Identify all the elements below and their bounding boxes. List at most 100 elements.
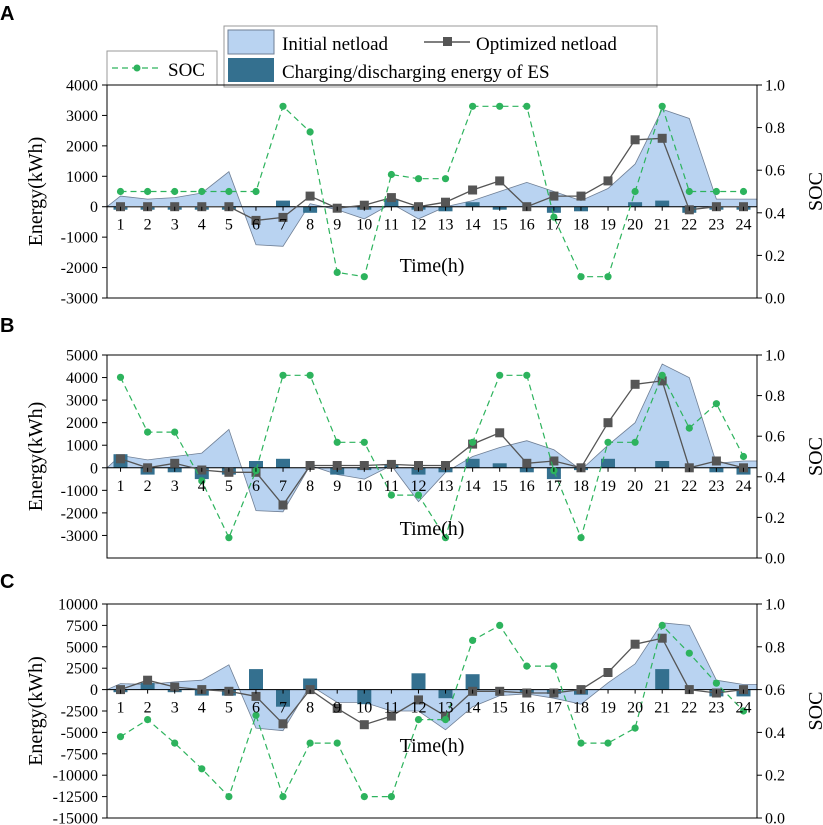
- x-tick-label: 18: [573, 700, 589, 717]
- legend-soc-marker: [133, 64, 141, 72]
- x-tick-label: 11: [384, 217, 399, 234]
- soc-line: [119, 373, 745, 540]
- y2-axis-title: SOC: [805, 692, 823, 731]
- optimized-netload-point: [197, 202, 207, 212]
- x-tick-label: 4: [198, 700, 206, 717]
- y2-tick-label: 0.8: [765, 120, 785, 137]
- x-tick-label: 15: [492, 478, 508, 495]
- soc-point: [116, 733, 125, 741]
- soc-point: [496, 371, 504, 379]
- initial-netload-area: [105, 108, 758, 247]
- x-tick-label: 21: [654, 217, 670, 234]
- x-tick-label: 4: [198, 478, 206, 495]
- soc-point: [414, 716, 423, 724]
- soc-point: [387, 793, 395, 801]
- es-bar: [411, 673, 426, 690]
- soc-point: [604, 739, 612, 747]
- y-tick-label: -10000: [53, 768, 98, 785]
- x-tick-label: 16: [519, 700, 535, 717]
- soc-point: [225, 534, 233, 542]
- soc-point: [469, 102, 477, 110]
- x-tick-label: 5: [225, 217, 233, 234]
- optimized-netload-point: [603, 176, 613, 186]
- y2-tick-label: 0.0: [765, 291, 785, 308]
- soc-point: [414, 175, 423, 183]
- y2-tick-label: 0.0: [765, 551, 785, 568]
- y-tick-label: 4000: [66, 370, 98, 387]
- legend-es-swatch: [228, 58, 274, 82]
- optimized-netload-point: [224, 467, 234, 477]
- soc-point: [198, 187, 206, 196]
- soc-point: [387, 170, 395, 179]
- y-tick-label: 0: [90, 460, 98, 477]
- x-tick-label: 8: [306, 217, 314, 234]
- legend-optimized-label: Optimized netload: [476, 34, 617, 55]
- soc-point: [171, 428, 179, 436]
- x-tick-label: 24: [735, 478, 751, 495]
- soc-point: [333, 739, 341, 747]
- optimized-netload-point: [224, 202, 234, 212]
- y-tick-label: -1000: [61, 230, 98, 247]
- x-tick-label: 23: [708, 217, 724, 234]
- soc-point: [198, 765, 206, 773]
- initial-netload-area: [106, 622, 758, 732]
- soc-point: [414, 491, 423, 499]
- soc-point: [523, 371, 531, 379]
- x-tick-label: 11: [384, 478, 399, 495]
- y2-tick-label: 0.6: [765, 429, 785, 446]
- y-tick-label: 4000: [66, 78, 98, 95]
- x-tick-label: 12: [410, 217, 426, 234]
- optimized-netload-point: [549, 456, 559, 466]
- x-tick-label: 22: [681, 700, 697, 717]
- soc-point: [116, 373, 125, 381]
- y2-tick-label: 1.0: [765, 597, 785, 614]
- x-tick-label: 6: [252, 700, 260, 717]
- soc-point: [550, 662, 558, 670]
- optimized-netload-line: [120, 137, 744, 222]
- legend-initial-swatch: [227, 29, 275, 55]
- optimized-netload-point: [549, 191, 559, 201]
- x-tick-label: 4: [198, 217, 206, 234]
- y2-tick-label: 0.4: [765, 469, 785, 486]
- legend: Initial netload Optimized netload Chargi…: [106, 25, 658, 88]
- x-tick-label: 9: [333, 217, 341, 234]
- x-axis-title: Time(h): [400, 735, 465, 757]
- soc-point: [144, 187, 152, 196]
- y2-tick-label: 0.4: [765, 205, 785, 222]
- x-tick-label: 17: [546, 217, 562, 234]
- soc-point: [496, 621, 504, 630]
- y-tick-label: 10000: [58, 597, 98, 614]
- x-tick-label: 1: [117, 478, 125, 495]
- soc-point: [604, 273, 612, 281]
- es-bar: [249, 669, 263, 690]
- soc-point: [360, 438, 368, 446]
- y2-axis-title: SOC: [805, 172, 823, 211]
- soc-point: [469, 636, 477, 645]
- x-tick-label: 2: [144, 217, 152, 234]
- x-tick-label: 10: [356, 478, 372, 495]
- soc-point: [523, 102, 531, 110]
- soc-point: [171, 739, 179, 747]
- optimized-netload-point: [630, 379, 640, 389]
- x-tick-label: 7: [279, 217, 287, 234]
- soc-point: [279, 102, 287, 110]
- optimized-netload-point: [386, 459, 396, 469]
- soc-point: [550, 213, 558, 221]
- soc-point: [144, 428, 152, 436]
- y-tick-label: 2000: [66, 138, 98, 155]
- es-bar: [465, 458, 480, 468]
- optimized-netload-point: [522, 458, 532, 468]
- soc-point: [631, 187, 639, 196]
- x-tick-label: 20: [627, 217, 643, 234]
- soc-point: [225, 187, 233, 196]
- es-bar: [276, 200, 290, 207]
- soc-point: [685, 187, 693, 196]
- soc-point: [360, 793, 368, 801]
- optimized-netload-point: [332, 461, 342, 470]
- plot-frame: [106, 84, 758, 299]
- initial-netload-area: [105, 363, 758, 513]
- soc-point: [712, 679, 721, 687]
- y-tick-label: -2000: [61, 505, 98, 522]
- optimized-netload-point: [576, 191, 586, 201]
- panel-A: A -3000 -2000 -1000 0 1000 2000 3000 4000 0.0 0.2 0…: [0, 3, 823, 308]
